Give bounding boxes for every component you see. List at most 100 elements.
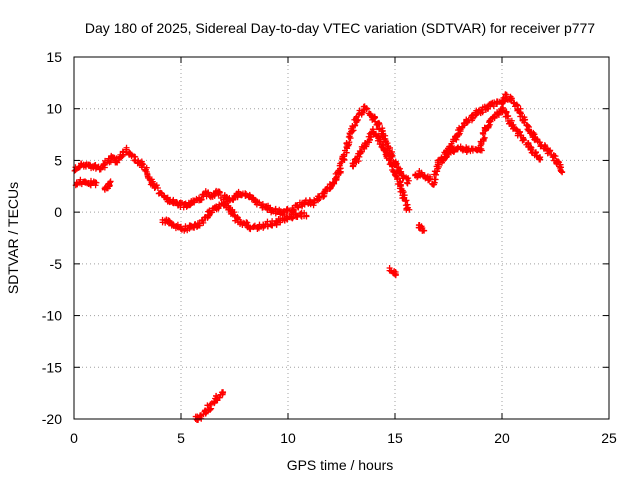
data-point xyxy=(234,194,241,201)
data-point xyxy=(416,168,423,175)
data-point xyxy=(489,99,496,106)
y-tick-label: 5 xyxy=(54,152,62,168)
data-point xyxy=(455,144,462,151)
data-point xyxy=(528,146,535,153)
data-point xyxy=(505,112,512,119)
data-point xyxy=(502,93,509,100)
data-point xyxy=(199,217,206,224)
axis-ticks xyxy=(73,56,610,420)
y-tick-label: -20 xyxy=(42,411,62,427)
data-point xyxy=(540,145,547,152)
data-point xyxy=(146,176,153,183)
data-point xyxy=(234,216,241,223)
data-point xyxy=(376,126,383,133)
data-point xyxy=(208,405,215,412)
data-point xyxy=(301,199,308,206)
y-axis-label: SDTVAR / TECUs xyxy=(5,182,21,294)
y-tick-label: -10 xyxy=(42,308,62,324)
y-tick-label: -5 xyxy=(50,256,63,272)
data-point xyxy=(378,130,385,137)
data-point xyxy=(230,197,237,204)
data-point xyxy=(352,122,359,129)
data-point xyxy=(391,270,398,277)
data-point xyxy=(527,145,534,152)
data-point xyxy=(481,134,488,141)
data-point xyxy=(99,164,106,171)
grid-lines xyxy=(74,57,609,419)
data-point xyxy=(216,394,223,401)
x-tick-label: 10 xyxy=(280,430,296,446)
data-point xyxy=(393,173,400,180)
data-point xyxy=(508,95,515,102)
data-point xyxy=(227,210,234,217)
data-point xyxy=(431,171,438,178)
data-point xyxy=(513,101,520,108)
data-point xyxy=(517,110,524,117)
data-point xyxy=(378,141,385,148)
data-point xyxy=(421,227,428,234)
data-point xyxy=(463,119,470,126)
data-point xyxy=(206,212,213,219)
data-point xyxy=(369,126,376,133)
data-point xyxy=(204,402,211,409)
data-point xyxy=(469,114,476,121)
data-point xyxy=(182,223,189,230)
data-point xyxy=(359,109,366,116)
data-point xyxy=(537,156,544,163)
y-tick-label: 10 xyxy=(46,101,62,117)
data-point xyxy=(346,139,353,146)
data-point xyxy=(100,160,107,167)
x-tick-label: 25 xyxy=(601,430,617,446)
data-point xyxy=(507,96,514,103)
data-point xyxy=(307,198,314,205)
data-point xyxy=(268,222,275,229)
data-point xyxy=(493,100,500,107)
x-tick-label: 15 xyxy=(387,430,403,446)
data-point xyxy=(283,206,290,213)
data-point xyxy=(273,221,280,228)
data-point xyxy=(206,209,213,216)
data-point xyxy=(463,148,470,155)
data-point xyxy=(357,148,364,155)
data-point xyxy=(557,168,564,175)
data-point xyxy=(220,389,227,396)
data-point xyxy=(520,135,527,142)
data-point xyxy=(289,215,296,222)
data-point xyxy=(341,153,348,160)
data-point xyxy=(345,134,352,141)
data-point xyxy=(546,148,553,155)
data-point xyxy=(388,159,395,166)
data-point xyxy=(277,219,284,226)
data-point xyxy=(405,177,412,184)
y-tick-label: -15 xyxy=(42,359,62,375)
data-point xyxy=(267,221,274,228)
data-point xyxy=(264,205,271,212)
data-point xyxy=(203,409,210,416)
data-point xyxy=(202,214,209,221)
data-point xyxy=(480,136,487,143)
data-point xyxy=(490,113,497,120)
data-point xyxy=(536,139,543,146)
data-point xyxy=(216,189,223,196)
data-point xyxy=(429,180,436,187)
data-point xyxy=(144,170,151,177)
data-point xyxy=(139,161,146,168)
data-point xyxy=(363,106,370,113)
data-point xyxy=(403,206,410,213)
data-point xyxy=(421,172,428,179)
data-point xyxy=(245,222,252,229)
data-point xyxy=(251,222,258,229)
plot-frame xyxy=(73,56,610,420)
data-point xyxy=(87,177,94,184)
data-point xyxy=(191,224,198,231)
data-points xyxy=(71,91,566,423)
data-point xyxy=(559,169,566,176)
x-tick-label: 20 xyxy=(494,430,510,446)
data-point xyxy=(106,180,113,187)
x-axis-label: GPS time / hours xyxy=(287,457,394,473)
data-point xyxy=(142,167,149,174)
data-point xyxy=(132,157,139,164)
data-point xyxy=(154,185,161,192)
